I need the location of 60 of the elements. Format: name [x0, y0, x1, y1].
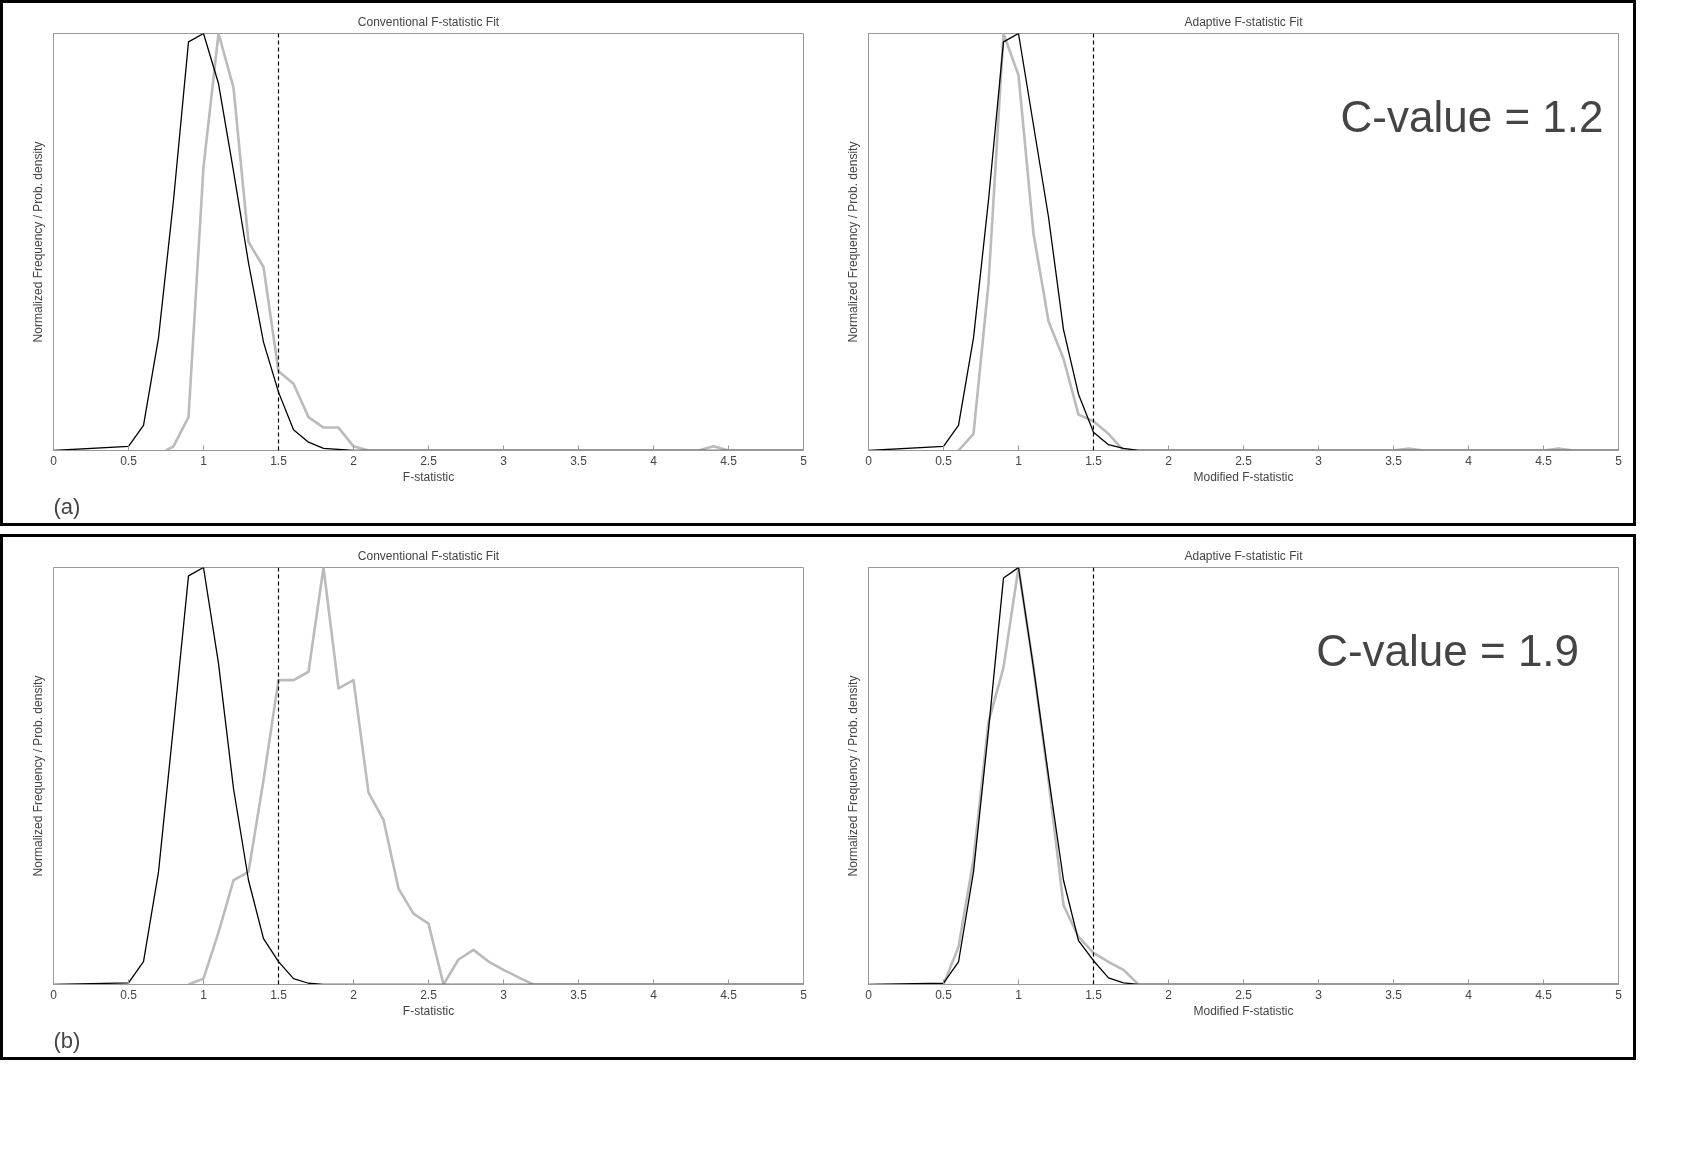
text: (a)	[53, 493, 81, 519]
x-tick-label: 4.5	[1535, 453, 1553, 468]
y-axis-title: Normalized Frequency / Prob. density	[30, 675, 45, 877]
x-tick-label: 4	[650, 453, 658, 468]
x-tick-label: 2	[350, 987, 358, 1002]
x-tick-label: 3.5	[1385, 987, 1403, 1002]
x-tick-label: 2.5	[420, 987, 438, 1002]
x-tick-label: 2	[1165, 453, 1173, 468]
x-tick-label: 1.5	[1085, 453, 1103, 468]
chart-title: Conventional F-statistic Fit	[357, 548, 500, 563]
x-tick-label: 0	[50, 987, 58, 1002]
x-tick-label: 0.5	[120, 987, 138, 1002]
x-tick-label: 4.5	[720, 987, 738, 1002]
x-tick-label: 2.5	[420, 453, 438, 468]
x-tick-label: 4	[650, 987, 658, 1002]
x-tick-label: 2.5	[1235, 987, 1253, 1002]
x-tick-label: 4	[1465, 453, 1473, 468]
x-axis-title: Modified F-statistic	[1193, 1003, 1294, 1018]
x-tick-label: 4	[1465, 987, 1473, 1002]
x-tick-label: 3	[500, 987, 508, 1002]
chart-title: Adaptive F-statistic Fit	[1184, 548, 1304, 563]
x-tick-label: 5	[800, 453, 808, 468]
x-tick-label: 0	[865, 453, 873, 468]
x-tick-label: 5	[1615, 987, 1623, 1002]
x-tick-label: 0.5	[935, 453, 953, 468]
x-axis-title: Modified F-statistic	[1193, 469, 1294, 484]
x-tick-label: 1	[1015, 453, 1023, 468]
x-tick-label: 4.5	[1535, 987, 1553, 1002]
y-axis-title: Normalized Frequency / Prob. density	[30, 141, 45, 343]
x-tick-label: 0	[865, 987, 873, 1002]
x-tick-label: 1	[200, 453, 208, 468]
x-tick-label: 1	[200, 987, 208, 1002]
x-tick-label: 3	[500, 453, 508, 468]
x-tick-label: 3	[1315, 453, 1323, 468]
x-tick-label: 3	[1315, 987, 1323, 1002]
y-axis-title: Normalized Frequency / Prob. density	[845, 675, 860, 877]
x-tick-label: 0.5	[120, 453, 138, 468]
x-tick-label: 3.5	[1385, 453, 1403, 468]
y-axis-title: Normalized Frequency / Prob. density	[845, 141, 860, 343]
x-tick-label: 1.5	[270, 453, 288, 468]
x-tick-label: 2.5	[1235, 453, 1253, 468]
annotation: C-value = 1.9	[1316, 625, 1580, 675]
chart-title: Conventional F-statistic Fit	[357, 14, 500, 29]
x-tick-label: 2	[350, 453, 358, 468]
x-tick-label: 5	[1615, 453, 1623, 468]
x-tick-label: 1.5	[1085, 987, 1103, 1002]
x-axis-title: F-statistic	[402, 469, 455, 484]
text: (b)	[53, 1027, 81, 1053]
annotation: C-value = 1.2	[1340, 91, 1604, 141]
x-axis-title: F-statistic	[402, 1003, 455, 1018]
chart-title: Adaptive F-statistic Fit	[1184, 14, 1304, 29]
x-tick-label: 3.5	[570, 453, 588, 468]
x-tick-label: 4.5	[720, 453, 738, 468]
x-tick-label: 3.5	[570, 987, 588, 1002]
x-tick-label: 1.5	[270, 987, 288, 1002]
x-tick-label: 5	[800, 987, 808, 1002]
x-tick-label: 2	[1165, 987, 1173, 1002]
x-tick-label: 0.5	[935, 987, 953, 1002]
x-tick-label: 0	[50, 453, 58, 468]
x-tick-label: 1	[1015, 987, 1023, 1002]
